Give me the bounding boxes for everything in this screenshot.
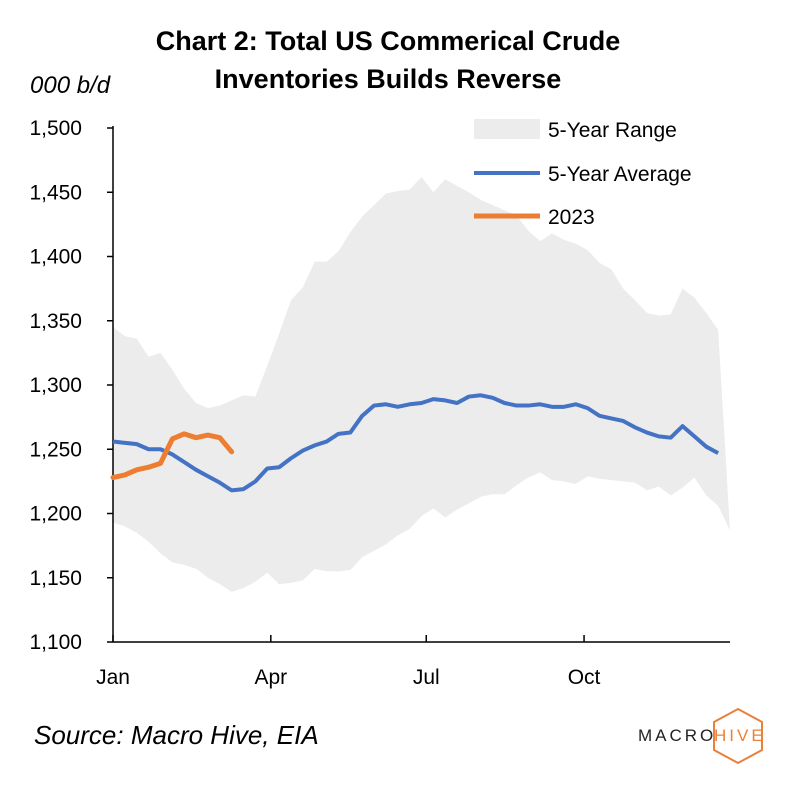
chart-title: Chart 2: Total US Commerical Crude Inven… [0,22,776,98]
y-tick-label: 1,450 [29,181,82,204]
x-tick-label: Jul [413,666,440,689]
source-note: Source: Macro Hive, EIA [34,720,319,750]
chart-title-line2: Inventories Builds Reverse [214,64,562,94]
y-tick-label: 1,400 [29,246,82,269]
macro-hive-logo: MACRO HIVE [638,706,768,766]
y-tick-label: 1,100 [29,631,82,654]
chart-title-line1: Chart 2: Total US Commerical Crude [155,26,621,56]
x-tick-label: Oct [568,666,601,689]
series-line-5-year-average [112,393,720,493]
x-tick-label: Apr [254,666,287,689]
legend-label: 5-Year Average [548,163,692,186]
y-tick-label: 1,300 [29,374,82,397]
y-tick-label: 1,200 [29,503,82,526]
y-tick-label: 1,350 [29,310,82,333]
y-unit-label: 000 b/d [30,72,111,99]
series-line-2023 [110,431,235,481]
legend-label: 2023 [548,206,595,229]
logo-text-macro: MACRO [638,726,717,745]
hexagon-icon [713,707,763,765]
y-tick-label: 1,150 [29,567,82,590]
legend-swatch-range [474,119,540,139]
logo-text-hive: HIVE [714,726,766,745]
range-band [113,176,730,592]
x-tick-label: Jan [96,666,130,689]
y-tick-label: 1,500 [29,117,82,140]
y-tick-label: 1,250 [29,438,82,461]
chart-canvas: 1,100 1,150 1,200 1,250 1,300 1,350 1,400 1,450… [29,117,730,689]
legend-label: 5-Year Range [548,119,677,142]
